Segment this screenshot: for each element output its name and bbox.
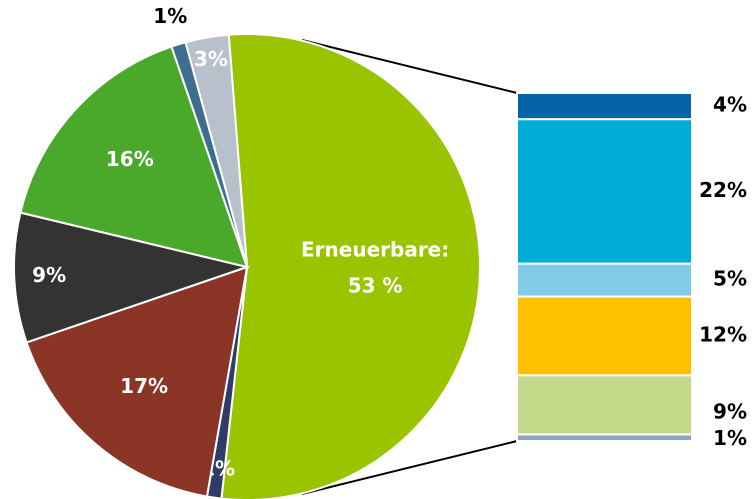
slice-value-label: 16% <box>106 147 154 171</box>
segment-value-label: 4% <box>713 93 747 117</box>
segment-value-label: 9% <box>713 399 747 423</box>
slice-value-label: 17% <box>120 374 168 398</box>
pie-slice <box>13 211 251 344</box>
bar-segment <box>516 433 693 442</box>
slice-value-label: 53 % <box>348 274 403 298</box>
slice-value-label: 3% <box>194 47 228 71</box>
connector-line <box>301 39 518 94</box>
segment-value-label: 22% <box>699 178 747 202</box>
slice-value-label: 1% <box>153 4 187 28</box>
segment-value-label: 5% <box>713 267 747 291</box>
bar-segment <box>516 295 693 377</box>
bar-segment <box>516 374 693 436</box>
pie-slice <box>184 33 248 268</box>
segment-value-label: 1% <box>713 426 747 450</box>
slice-category-label: Erneuerbare: <box>301 238 449 262</box>
segment-value-label: 12% <box>699 322 747 346</box>
bar-segment <box>516 118 693 265</box>
slice-value-label: 9% <box>32 263 66 287</box>
bar-segment <box>516 262 693 298</box>
pie-slice <box>220 33 481 499</box>
connector-line <box>301 440 518 495</box>
bar-segment <box>516 92 693 121</box>
